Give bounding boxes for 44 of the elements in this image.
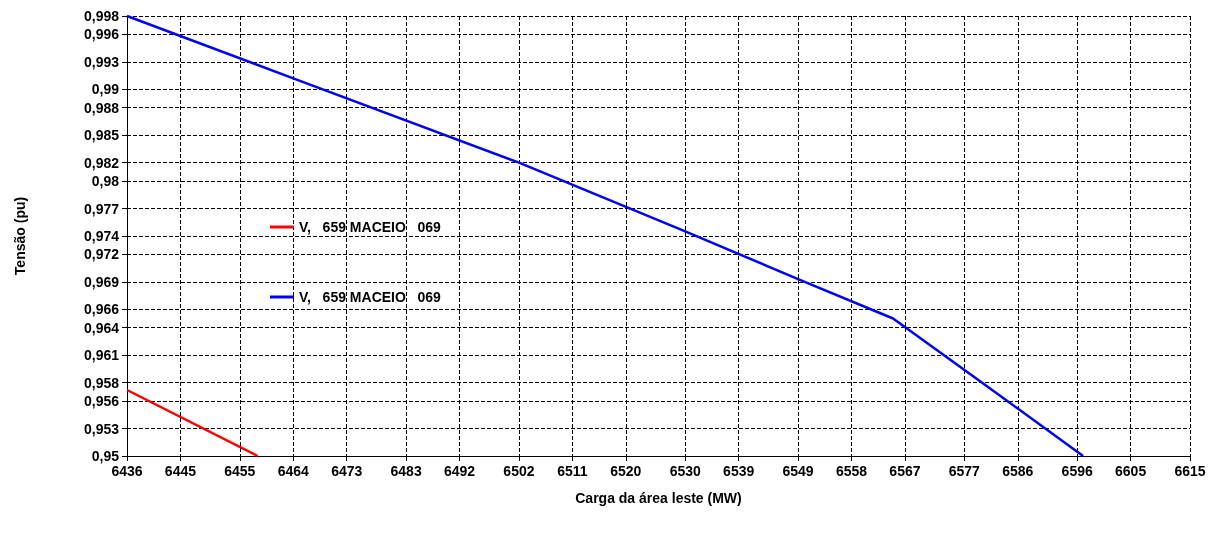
y-tick-label: 0,998 xyxy=(83,8,120,24)
y-axis-title: Tensão (pu) xyxy=(12,196,28,276)
y-tick-label: 0,966 xyxy=(83,301,120,318)
line-series xyxy=(125,14,1085,458)
y-tick-label: 0,972 xyxy=(83,246,120,263)
x-tick-label: 6492 xyxy=(443,463,476,479)
y-tick-label: 0,953 xyxy=(83,420,120,437)
x-axis-title: Carga da área leste (MW) xyxy=(575,490,742,506)
x-tick-label: 6445 xyxy=(164,463,197,479)
y-tick-label: 0,996 xyxy=(83,26,120,43)
y-tick-label: 0,956 xyxy=(83,393,120,409)
x-tick-label: 6615 xyxy=(1174,463,1206,479)
x-tick-label: 6605 xyxy=(1115,463,1147,479)
x-tick-label: 6596 xyxy=(1061,463,1093,479)
x-tick-label: 6567 xyxy=(889,463,921,479)
x-tick-label: 6520 xyxy=(610,463,642,479)
y-tick-label: 0,969 xyxy=(83,273,120,290)
y-tick-label: 0,961 xyxy=(83,347,120,364)
y-tick-label: 0,95 xyxy=(91,448,120,464)
x-tick-label: 6473 xyxy=(331,463,363,479)
x-tick-label: 6455 xyxy=(224,463,256,479)
x-tick-label: 6530 xyxy=(669,463,701,479)
x-tick-label: 6502 xyxy=(503,463,535,479)
y-tick-label: 0,988 xyxy=(83,99,120,116)
x-tick-label: 6436 xyxy=(111,463,143,479)
y-tick-label: 0,985 xyxy=(83,127,120,144)
x-tick-label: 6511 xyxy=(557,463,588,479)
y-tick-label: 0,99 xyxy=(91,81,120,98)
x-tick-label: 6586 xyxy=(1002,463,1034,479)
legend-label: V, 659 MACEIO 069 xyxy=(299,289,442,305)
x-tick-label: 6483 xyxy=(390,463,422,479)
y-tick-label: 0,993 xyxy=(83,53,120,70)
x-tick-label: 6464 xyxy=(277,463,310,479)
y-tick-label: 0,958 xyxy=(83,374,120,391)
x-tick-label: 6577 xyxy=(948,463,981,479)
x-tick-label: 6549 xyxy=(782,463,814,479)
y-tick-label: 0,974 xyxy=(83,228,120,244)
legend-label: V, 659 MACEIO 069 xyxy=(299,219,442,235)
y-tick-label: 0,977 xyxy=(83,200,120,217)
y-tick-label: 0,982 xyxy=(83,154,120,171)
y-tick-label: 0,98 xyxy=(91,173,120,189)
x-tick-label: 6539 xyxy=(723,463,755,479)
x-tick-label: 6558 xyxy=(835,463,868,479)
y-tick-label: 0,964 xyxy=(83,319,120,336)
